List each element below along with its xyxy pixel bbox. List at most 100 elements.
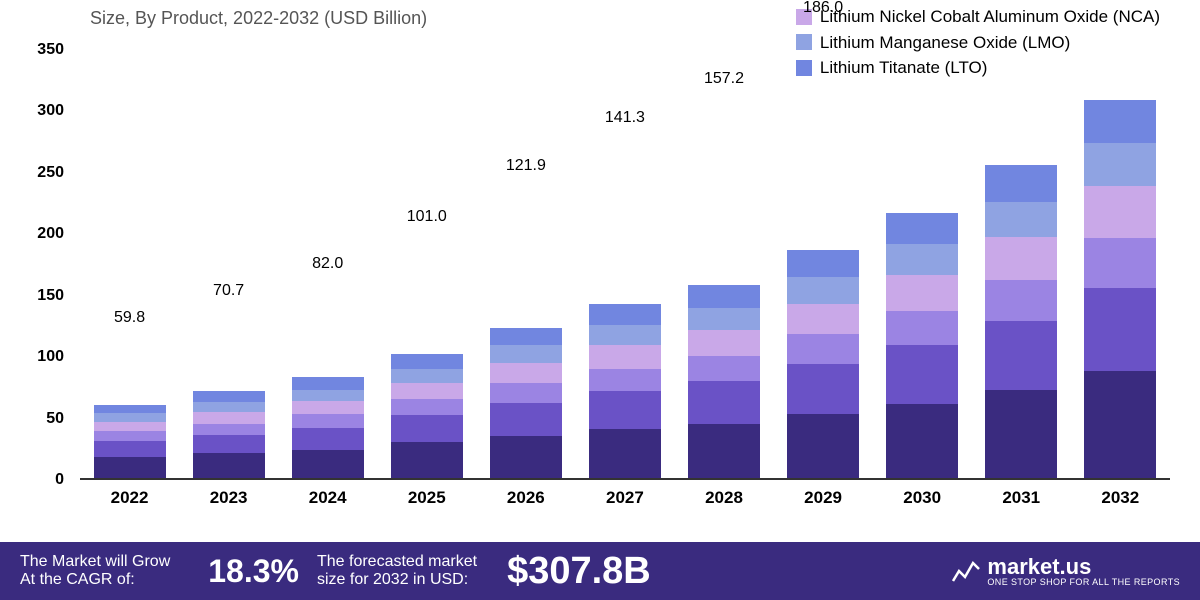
bar-segment xyxy=(94,422,166,432)
bar-segment xyxy=(490,363,562,384)
chart-area: Size, By Product, 2022-2032 (USD Billion… xyxy=(0,0,1200,530)
bar-segment xyxy=(490,328,562,345)
bar-total-label: 157.2 xyxy=(704,70,744,88)
bar-segment xyxy=(391,369,463,384)
bar-segment xyxy=(1084,100,1156,143)
bar-segment xyxy=(589,325,661,345)
bar-segment xyxy=(589,345,661,369)
x-tick: 2032 xyxy=(1101,488,1139,508)
bar-segment xyxy=(886,213,958,244)
bar-group: 82.02024 xyxy=(288,377,368,478)
bar-segment xyxy=(688,330,760,356)
bar-segment xyxy=(391,354,463,369)
bar-segment xyxy=(985,390,1057,478)
bar-total-label: 121.9 xyxy=(506,157,546,175)
bar-stack xyxy=(94,405,166,478)
bar-segment xyxy=(1084,143,1156,186)
bar-segment xyxy=(490,436,562,478)
bar-segment xyxy=(886,404,958,478)
bar-segment xyxy=(886,345,958,404)
bar-segment xyxy=(688,285,760,308)
bar-segment xyxy=(589,304,661,325)
bar-stack xyxy=(688,285,760,478)
bar-segment xyxy=(886,244,958,275)
plot-area: 59.8202270.7202382.02024101.02025121.920… xyxy=(80,50,1170,480)
bar-segment xyxy=(391,383,463,399)
brand-name: market.us xyxy=(987,556,1180,578)
bar-segment xyxy=(886,275,958,311)
brand-tagline: ONE STOP SHOP FOR ALL THE REPORTS xyxy=(987,578,1180,587)
bar-stack xyxy=(490,328,562,478)
footer-banner: The Market will Grow At the CAGR of: 18.… xyxy=(0,542,1200,600)
bar-stack xyxy=(886,213,958,478)
bar-segment xyxy=(391,442,463,478)
bar-group: 255.02031 xyxy=(981,165,1061,478)
x-tick: 2022 xyxy=(111,488,149,508)
cagr-label: The Market will Grow At the CAGR of: xyxy=(20,553,170,590)
bar-segment xyxy=(886,311,958,345)
bar-segment xyxy=(94,413,166,422)
cagr-value: 18.3% xyxy=(208,553,299,590)
x-tick: 2025 xyxy=(408,488,446,508)
bar-segment xyxy=(193,402,265,412)
bar-group: 121.92026 xyxy=(486,328,566,478)
x-tick: 2030 xyxy=(903,488,941,508)
bar-segment xyxy=(985,202,1057,238)
bar-segment xyxy=(94,441,166,457)
bar-segment xyxy=(688,308,760,330)
bar-segment xyxy=(1084,371,1156,478)
bar-segment xyxy=(193,435,265,453)
x-tick: 2027 xyxy=(606,488,644,508)
bar-total-label: 186.0 xyxy=(803,0,843,17)
bar-stack xyxy=(985,165,1057,478)
legend-item: Lithium Nickel Cobalt Aluminum Oxide (NC… xyxy=(796,4,1160,30)
legend-swatch xyxy=(796,34,812,50)
bar-segment xyxy=(589,369,661,391)
bar-segment xyxy=(94,431,166,441)
brand-icon xyxy=(951,553,981,589)
bar-segment xyxy=(490,383,562,403)
legend-label: Lithium Nickel Cobalt Aluminum Oxide (NC… xyxy=(820,4,1160,30)
y-tick: 50 xyxy=(46,410,64,428)
bar-segment xyxy=(589,429,661,478)
y-tick: 150 xyxy=(37,287,64,305)
bar-total-label: 70.7 xyxy=(213,282,244,300)
bar-group: 101.02025 xyxy=(387,354,467,478)
y-tick: 200 xyxy=(37,225,64,243)
x-tick: 2028 xyxy=(705,488,743,508)
bar-stack xyxy=(589,304,661,478)
bar-group: 157.22028 xyxy=(684,285,764,478)
bar-segment xyxy=(787,334,859,363)
y-tick: 250 xyxy=(37,164,64,182)
bar-segment xyxy=(193,453,265,478)
bar-total-label: 141.3 xyxy=(605,109,645,127)
bar-total-label: 59.8 xyxy=(114,309,145,327)
bar-segment xyxy=(589,391,661,429)
forecast-label-line2: size for 2032 in USD: xyxy=(317,571,477,589)
bar-segment xyxy=(292,401,364,415)
x-tick: 2029 xyxy=(804,488,842,508)
forecast-label-line1: The forecasted market xyxy=(317,553,477,571)
bar-group: 215.62030 xyxy=(882,213,962,478)
bar-segment xyxy=(193,424,265,435)
cagr-label-line1: The Market will Grow xyxy=(20,553,170,571)
bar-segment xyxy=(193,391,265,402)
bar-segment xyxy=(787,250,859,277)
bar-segment xyxy=(292,414,364,428)
bar-segment xyxy=(292,450,364,478)
y-tick: 100 xyxy=(37,348,64,366)
x-tick: 2026 xyxy=(507,488,545,508)
bar-segment xyxy=(985,280,1057,321)
bar-group: 186.02029 xyxy=(783,250,863,478)
bar-total-label: 101.0 xyxy=(407,208,447,226)
bar-segment xyxy=(688,424,760,478)
bar-stack xyxy=(787,250,859,478)
bar-segment xyxy=(292,377,364,389)
bars-container: 59.8202270.7202382.02024101.02025121.920… xyxy=(80,50,1170,478)
forecast-label: The forecasted market size for 2032 in U… xyxy=(317,553,477,590)
bar-segment xyxy=(1084,186,1156,239)
y-tick: 0 xyxy=(55,471,64,489)
bar-stack xyxy=(193,391,265,478)
bar-segment xyxy=(787,304,859,335)
bar-segment xyxy=(688,381,760,424)
